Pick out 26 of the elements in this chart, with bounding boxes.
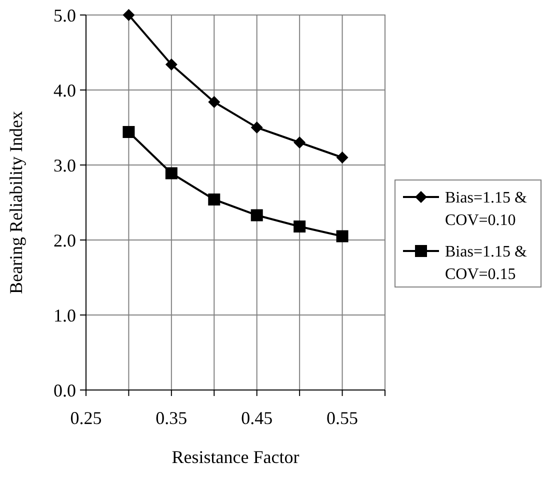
point	[336, 152, 348, 164]
point	[165, 167, 178, 180]
point	[250, 209, 263, 222]
point	[208, 194, 220, 206]
y-tick-label: 5.0	[54, 5, 76, 26]
point	[208, 96, 220, 108]
x-tick-label: 0.25	[70, 408, 102, 428]
y-axis-title: Bearing Reliability Index	[6, 111, 26, 294]
x-tick-label: 0.35	[156, 408, 188, 428]
point	[336, 230, 348, 242]
y-tick-label: 3.0	[54, 155, 76, 176]
y-tick-label: 1.0	[54, 305, 76, 326]
x-tick-label: 0.55	[326, 408, 358, 428]
x-axis-title: Resistance Factor	[172, 447, 300, 467]
y-tick-label: 4.0	[54, 80, 76, 100]
legend-label: Bias=1.15 & COV=0.15	[445, 244, 528, 283]
x-tick-label: 0.45	[241, 408, 273, 428]
point	[294, 220, 306, 232]
point	[165, 58, 178, 70]
point	[250, 122, 263, 134]
y-tick-label: 2.0	[54, 230, 76, 250]
point	[122, 126, 135, 138]
point	[294, 136, 306, 148]
y-tick-label: 0.0	[54, 380, 76, 400]
legend-label: Bias=1.15 & COV=0.10	[445, 190, 528, 229]
point	[122, 9, 135, 21]
